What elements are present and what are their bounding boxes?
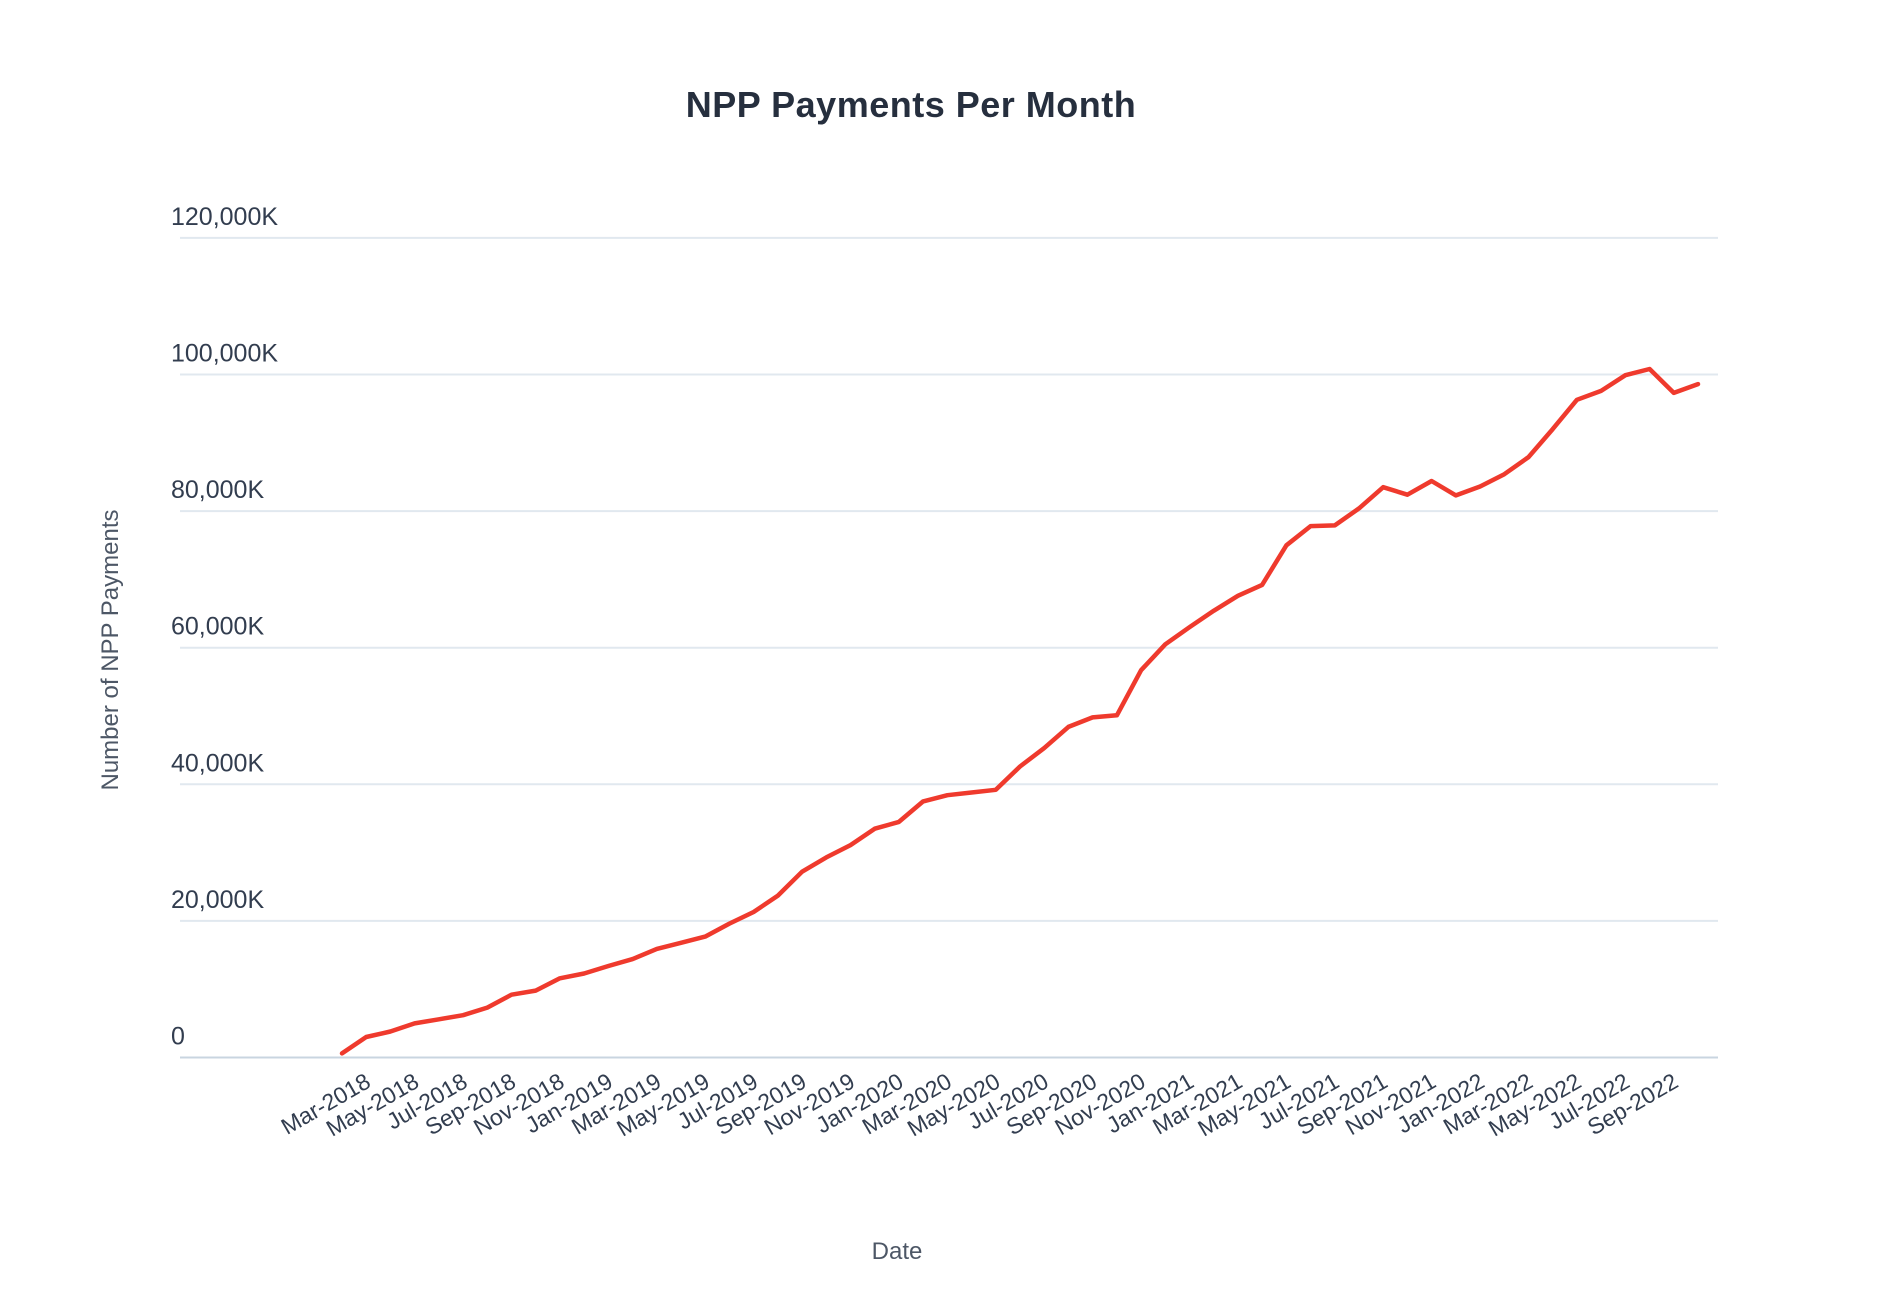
x-axis-title: Date	[872, 1238, 923, 1265]
y-axis-tick-label: 80,000K	[171, 476, 264, 504]
y-axis-tick-label: 60,000K	[171, 613, 264, 641]
npp-payments-series-line	[339, 366, 1701, 1056]
y-axis-title: Number of NPP Payments	[97, 509, 124, 790]
x-axis-tick-labels: Mar-2018May-2018Jul-2018Sep-2018Nov-2018…	[276, 1068, 1682, 1142]
series-layer	[339, 366, 1701, 1056]
y-axis-tick-label: 0	[171, 1023, 185, 1051]
y-axis-tick-label: 20,000K	[171, 886, 264, 914]
y-axis-tick-label: 120,000K	[171, 203, 278, 231]
y-axis-tick-label: 100,000K	[171, 340, 278, 368]
gridlines-layer	[180, 236, 1718, 1059]
y-axis-tick-labels: 0 20,000K 40,000K 60,000K 80,000K 100,000K 120…	[171, 203, 278, 1051]
chart-title: NPP Payments Per Month	[686, 84, 1136, 125]
y-axis-tick-label: 40,000K	[171, 749, 264, 777]
